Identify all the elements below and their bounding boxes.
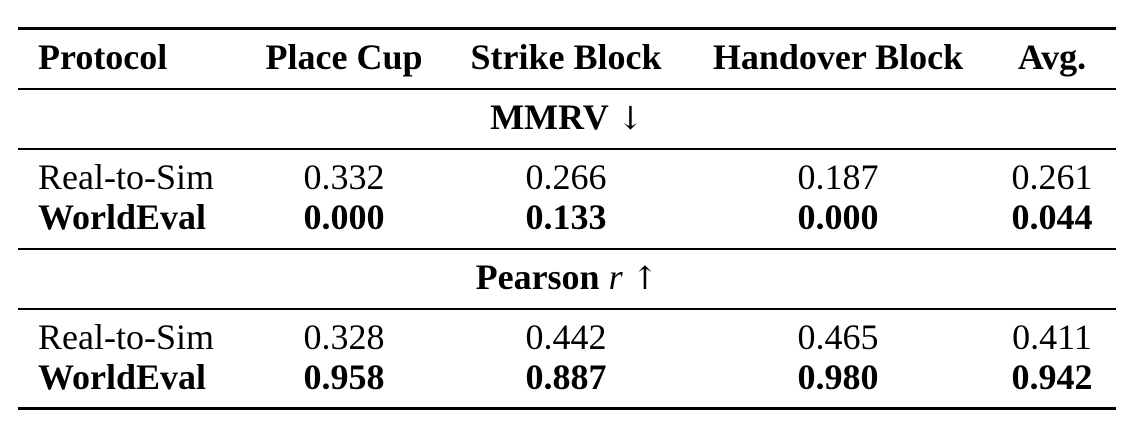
- table-row: WorldEval 0.000 0.133 0.000 0.044: [18, 197, 1116, 237]
- header-rule: [18, 88, 1116, 90]
- row-strike-block: 0.442: [525, 317, 607, 357]
- header-handover-block: Handover Block: [712, 37, 964, 77]
- row-protocol: WorldEval: [38, 197, 207, 237]
- header-place-cup: Place Cup: [265, 37, 423, 77]
- row-handover-block: 0.000: [797, 197, 879, 237]
- section-title-mmrv: MMRV ↓: [18, 97, 1116, 137]
- down-arrow-icon: ↓: [617, 99, 644, 137]
- section-rule-1: [18, 148, 1116, 150]
- section-mmrv-label: MMRV: [490, 97, 609, 137]
- header-strike-block: Strike Block: [470, 37, 662, 77]
- table-row: Real-to-Sim 0.332 0.266 0.187 0.261: [18, 157, 1116, 197]
- header-avg: Avg.: [1017, 37, 1087, 77]
- row-place-cup: 0.958: [303, 357, 385, 397]
- row-place-cup: 0.332: [303, 157, 385, 197]
- section-title-pearson: Pearson r ↑: [18, 257, 1116, 297]
- row-protocol: Real-to-Sim: [38, 157, 214, 197]
- row-avg: 0.261: [1011, 157, 1093, 197]
- row-strike-block: 0.133: [525, 197, 607, 237]
- table-row: Real-to-Sim 0.328 0.442 0.465 0.411: [18, 317, 1116, 357]
- top-rule: [18, 27, 1116, 30]
- up-arrow-icon: ↑: [631, 259, 659, 297]
- bottom-rule: [18, 407, 1116, 410]
- row-avg: 0.942: [1011, 357, 1093, 397]
- header-protocol: Protocol: [38, 37, 168, 77]
- row-strike-block: 0.887: [525, 357, 607, 397]
- header-row: Protocol Place Cup Strike Block Handover…: [18, 37, 1116, 77]
- section-rule-3: [18, 308, 1116, 310]
- row-place-cup: 0.328: [303, 317, 385, 357]
- pearson-r-symbol: r: [608, 257, 623, 297]
- row-handover-block: 0.980: [797, 357, 879, 397]
- row-avg: 0.044: [1011, 197, 1093, 237]
- row-place-cup: 0.000: [303, 197, 385, 237]
- row-avg: 0.411: [1012, 317, 1092, 357]
- row-protocol: Real-to-Sim: [38, 317, 214, 357]
- section-pearson-label: Pearson: [475, 257, 600, 297]
- table-row: WorldEval 0.958 0.887 0.980 0.942: [18, 357, 1116, 397]
- row-handover-block: 0.187: [797, 157, 879, 197]
- row-protocol: WorldEval: [38, 357, 207, 397]
- row-strike-block: 0.266: [525, 157, 607, 197]
- row-handover-block: 0.465: [797, 317, 879, 357]
- section-rule-2: [18, 248, 1116, 250]
